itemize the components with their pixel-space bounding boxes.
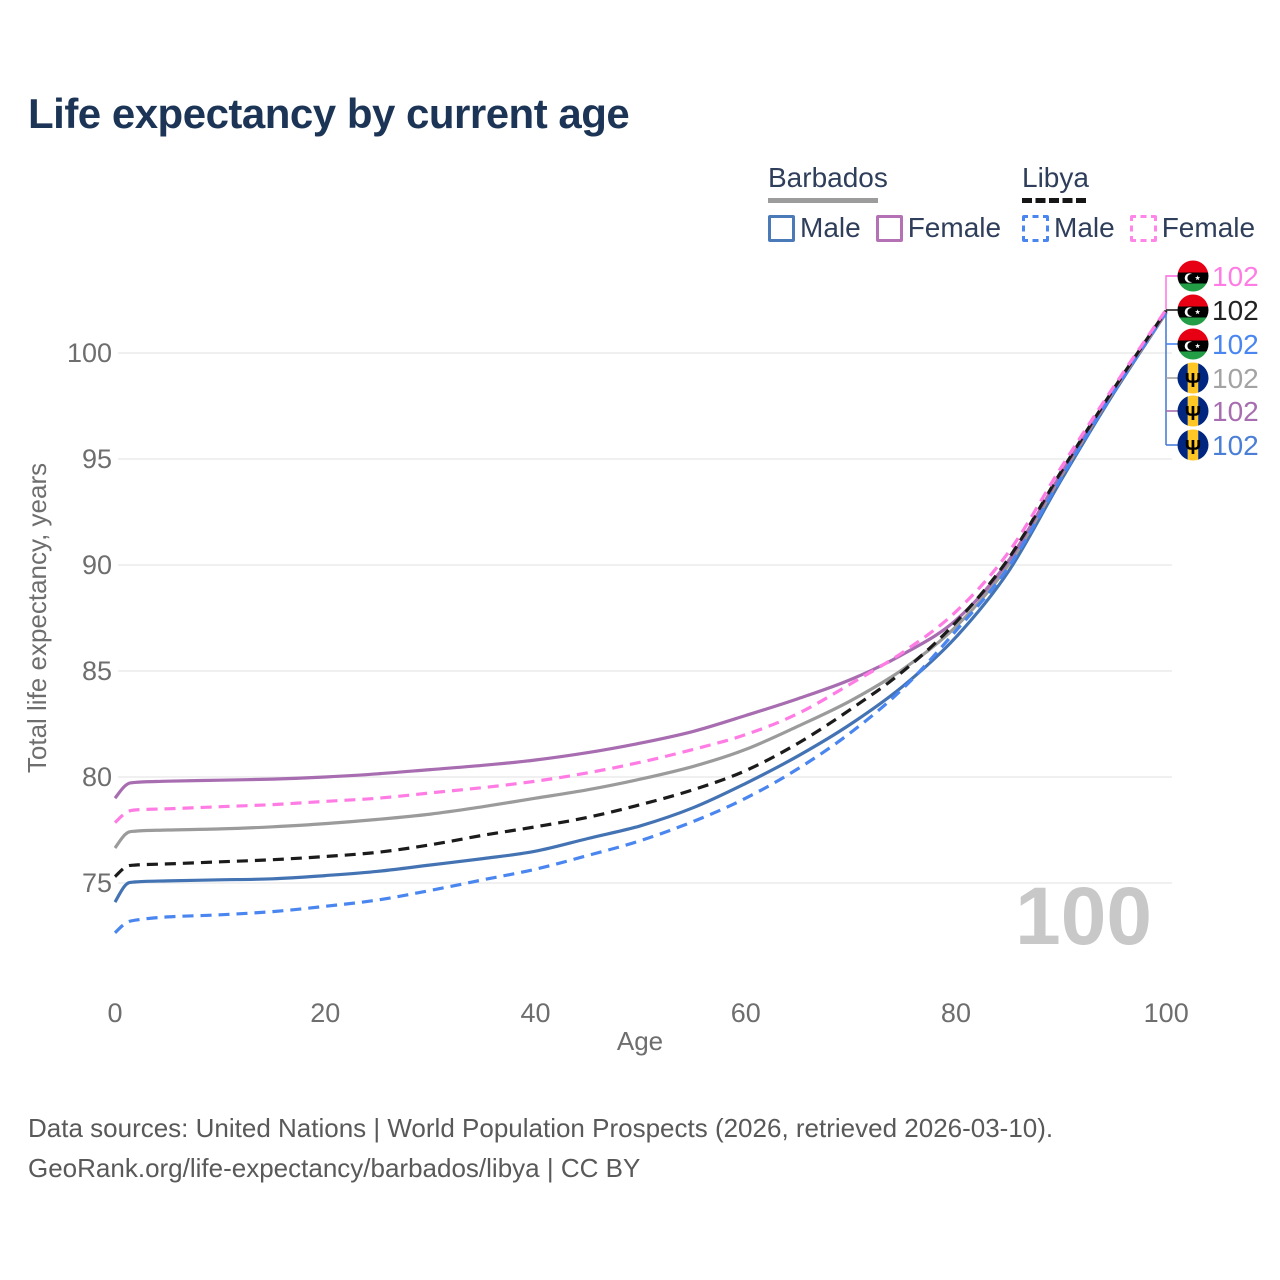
rect — [1187, 395, 1199, 427]
star — [1194, 343, 1201, 349]
checkbox-icon[interactable] — [875, 214, 903, 242]
legend-item-label: Male — [800, 212, 861, 243]
legend-item-barbados-female[interactable]: Female — [875, 212, 1002, 244]
legend-item-label: Female — [1161, 212, 1256, 243]
flag-icon-barbados: Ψ — [1177, 429, 1209, 461]
g — [1177, 328, 1209, 360]
legend-underline-dashed — [1022, 198, 1086, 203]
rect — [1177, 294, 1209, 307]
series-line-barbados_female — [113, 310, 1168, 800]
star — [1194, 309, 1201, 315]
legend-group-libya: Libya Male Female — [1022, 162, 1255, 244]
legend-item-label: Female — [907, 212, 1002, 243]
flag-icon-barbados: Ψ — [1177, 362, 1209, 394]
rect — [1177, 260, 1209, 273]
x-tick-label: 0 — [107, 998, 122, 1028]
end-value-label: 102 — [1212, 430, 1259, 461]
star — [1194, 275, 1201, 281]
legend-item-barbados-male[interactable]: Male — [768, 212, 861, 244]
rect — [1177, 351, 1209, 360]
y-tick-label: 95 — [82, 444, 112, 474]
rect — [1198, 429, 1209, 461]
attribution-line: GeoRank.org/life-expectancy/barbados/lib… — [28, 1153, 641, 1183]
legend-group-title: Barbados — [768, 162, 888, 193]
g — [1177, 260, 1209, 292]
series-line-libya_both — [113, 309, 1168, 878]
flag-icon-barbados: Ψ — [1177, 395, 1209, 427]
trident-icon: Ψ — [1185, 437, 1201, 459]
legend-group-title: Libya — [1022, 162, 1089, 193]
x-axis-title: Age — [617, 1026, 663, 1056]
crescent-cut — [1187, 342, 1196, 350]
end-value-label: 102 — [1212, 329, 1259, 360]
y-tick-label: 100 — [67, 338, 112, 368]
g: Ψ — [1177, 395, 1209, 427]
end-value-label: 102 — [1212, 261, 1259, 292]
rect — [1187, 429, 1199, 461]
g: Ψ — [1177, 362, 1209, 394]
series-line-barbados_both — [113, 311, 1168, 849]
crescent-cut — [1187, 274, 1196, 282]
crescent-cut — [1187, 308, 1196, 316]
x-tick-label: 20 — [310, 998, 340, 1028]
x-tick-label: 100 — [1144, 998, 1189, 1028]
rect — [1177, 362, 1188, 394]
flag-icon-libya — [1177, 294, 1209, 326]
g — [1177, 294, 1209, 326]
series-line-barbados_male — [113, 311, 1168, 903]
rect — [1177, 283, 1209, 292]
x-tick-label: 60 — [731, 998, 761, 1028]
legend-item-label: Male — [1054, 212, 1115, 243]
checkbox-icon[interactable] — [768, 214, 795, 242]
legend-underline-solid — [768, 198, 878, 203]
flag-icon-libya — [1177, 328, 1209, 360]
x-tick-label: 40 — [520, 998, 550, 1028]
trident-icon: Ψ — [1185, 403, 1201, 425]
series-line-libya_female — [113, 308, 1168, 824]
end-value-label: 102 — [1212, 363, 1259, 394]
series-line-libya_male — [113, 310, 1168, 934]
y-tick-label: 85 — [82, 656, 112, 686]
age-watermark: 100 — [1015, 871, 1152, 962]
rect — [1198, 395, 1209, 427]
checkbox-icon[interactable] — [1022, 214, 1049, 242]
x-tick-label: 80 — [941, 998, 971, 1028]
rect — [1177, 328, 1209, 341]
trident-icon: Ψ — [1185, 370, 1201, 392]
data-source-line: Data sources: United Nations | World Pop… — [28, 1113, 1054, 1143]
end-value-label: 102 — [1212, 396, 1259, 427]
y-tick-label: 90 — [82, 550, 112, 580]
legend-item-libya-male[interactable]: Male — [1022, 212, 1115, 244]
flag-icon-libya — [1177, 260, 1209, 292]
g: Ψ — [1177, 429, 1209, 461]
rect — [1177, 395, 1188, 427]
end-value-label: 102 — [1212, 295, 1259, 326]
rect — [1187, 362, 1199, 394]
page-title: Life expectancy by current age — [28, 90, 630, 137]
rect — [1177, 429, 1188, 461]
y-axis-title: Total life expectancy, years — [22, 463, 52, 773]
y-tick-label: 80 — [82, 762, 112, 792]
legend-group-barbados: Barbados Male Female — [768, 162, 1001, 244]
rect — [1198, 362, 1209, 394]
chart-canvas: 75 80 85 90 95 100 0 20 40 60 80 100 Age Total life e… — [22, 260, 1259, 1056]
legend-item-libya-female[interactable]: Female — [1129, 212, 1256, 244]
rect — [1177, 317, 1209, 326]
footer: Data sources: United Nations | World Pop… — [28, 1108, 1053, 1188]
checkbox-icon[interactable] — [1129, 214, 1157, 242]
y-tick-label: 75 — [82, 868, 112, 898]
